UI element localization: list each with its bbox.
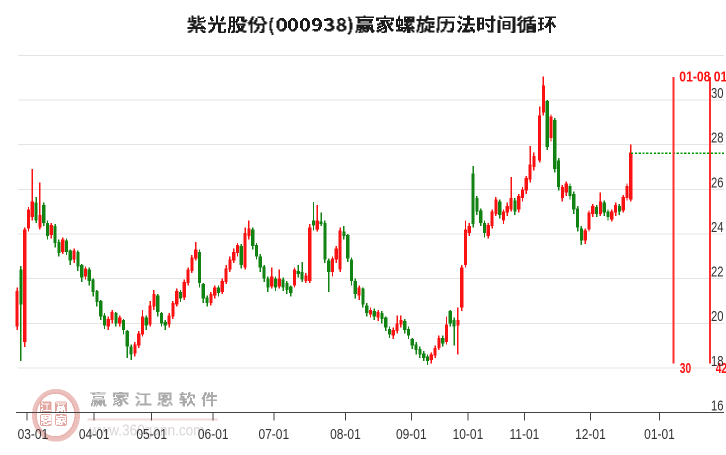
svg-text:20: 20 [711,308,724,325]
svg-text:05-01: 05-01 [136,426,167,443]
svg-text:10-01: 10-01 [453,426,484,443]
svg-text:12-01: 12-01 [575,426,606,443]
svg-text:04-01: 04-01 [79,426,110,443]
svg-text:03-01: 03-01 [18,426,49,443]
svg-text:22: 22 [711,263,724,280]
svg-text:11-01: 11-01 [509,426,539,443]
svg-text:08-01: 08-01 [330,426,361,443]
svg-text:01-08: 01-08 [714,69,726,85]
svg-text:06-01: 06-01 [198,426,229,443]
svg-text:24: 24 [711,218,724,235]
svg-text:18: 18 [711,352,724,369]
svg-text:07-01: 07-01 [258,426,289,443]
svg-text:www.360gann.com: www.360gann.com [89,423,205,440]
svg-text:26: 26 [711,174,724,191]
svg-text:01-08: 01-08 [679,69,711,85]
svg-text:01-01: 01-01 [644,426,675,443]
svg-text:30: 30 [680,360,691,376]
svg-text:30: 30 [711,84,724,101]
svg-text:16: 16 [711,397,724,414]
svg-text:42: 42 [716,360,726,376]
svg-text:09-01: 09-01 [396,426,427,443]
svg-text:28: 28 [711,129,724,146]
